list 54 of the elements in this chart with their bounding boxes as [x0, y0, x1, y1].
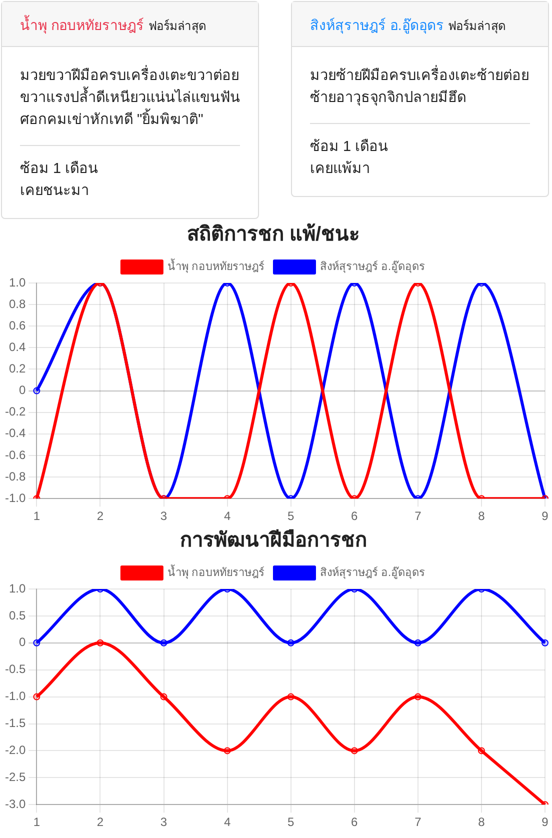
- text: น้ำพุ กอบหทัยราษฎร์: [20, 17, 144, 33]
- y-tick-label: -0.8: [4, 469, 26, 484]
- text: ซ้อม 1 เดือน: [310, 138, 390, 157]
- y-tick-label: 0: [18, 635, 26, 650]
- y-tick-label: -0.6: [4, 448, 26, 462]
- y-tick-label: -0.4: [4, 426, 26, 440]
- y-tick-label: 0: [18, 383, 26, 398]
- x-tick-label: 5: [287, 815, 294, 830]
- y-tick-label: -2.5: [4, 770, 26, 784]
- x-tick-label: 4: [224, 509, 231, 524]
- x-tick-label: 8: [478, 815, 486, 830]
- y-tick-label: -0.5: [4, 662, 26, 676]
- text: มวยซ้ายฝีมือครบเครื่องเตะซ้ายต่อยซ้ายอาวุธจุกจิกปลายมีฮึด: [310, 65, 530, 108]
- y-tick-label: -0.2: [4, 404, 26, 419]
- y-tick-label: 0.4: [8, 340, 26, 354]
- text: ฟอร์มล่าสุด: [448, 19, 506, 33]
- x-tick-label: 4: [224, 815, 231, 830]
- legend-label: สิงห์สุราษฎร์ อ.อู๊ดอุดร: [320, 260, 426, 274]
- chart-title: การพัฒนาฝีมือการชก: [180, 528, 367, 552]
- text: สิงห์สุราษฎร์ อ.อู๊ดอุดร: [310, 17, 444, 33]
- x-tick-label: 1: [33, 815, 40, 830]
- y-tick-label: -1.0: [4, 689, 26, 704]
- y-tick-label: 1.0: [8, 275, 26, 290]
- x-tick-label: 8: [478, 509, 486, 524]
- x-tick-label: 9: [542, 815, 549, 830]
- chart-title: สถิติการชก แพ้/ชนะ: [186, 222, 360, 246]
- legend-label: สิงห์สุราษฎร์ อ.อู๊ดอุดร: [320, 566, 426, 580]
- x-tick-label: 6: [351, 509, 358, 524]
- y-tick-label: -2.0: [4, 743, 26, 758]
- y-tick-label: -1.5: [4, 716, 26, 730]
- y-tick-label: 0.6: [8, 318, 26, 332]
- text: มวยขวาฝีมือครบเครื่องเตะขวาต่อยขวาแรงปล้ำดีเหนียวแน่นไล่แขนฟันศอกคมเข่าหักเทดี "ยิ้มพิฆาติ": [20, 65, 240, 130]
- y-tick-label: -3.0: [4, 796, 26, 811]
- x-tick-label: 7: [414, 815, 422, 830]
- y-tick-label: 0.8: [8, 296, 26, 311]
- x-tick-label: 6: [351, 815, 358, 830]
- x-tick-label: 3: [160, 815, 168, 830]
- legend-label: น้ำพุ กอบหทัยราษฎร์: [167, 564, 264, 580]
- x-tick-label: 1: [33, 509, 40, 524]
- y-tick-label: 0.5: [8, 608, 26, 622]
- legend-label: น้ำพุ กอบหทัยราษฎร์: [167, 258, 264, 274]
- x-tick-label: 9: [542, 509, 549, 524]
- text: ฟอร์มล่าสุด: [148, 19, 206, 33]
- x-tick-label: 7: [414, 509, 422, 524]
- y-tick-label: 1.0: [8, 581, 26, 596]
- x-tick-label: 5: [287, 509, 294, 524]
- y-tick-label: 0.2: [8, 362, 26, 376]
- text: เคยแพ้มา: [310, 160, 371, 179]
- x-tick-label: 3: [160, 509, 168, 524]
- x-tick-label: 2: [96, 509, 104, 524]
- x-tick-label: 2: [96, 815, 104, 830]
- text: ซ้อม 1 เดือน: [20, 160, 100, 179]
- y-tick-label: -1.0: [4, 490, 26, 505]
- text: เคยชนะมา: [20, 182, 90, 201]
